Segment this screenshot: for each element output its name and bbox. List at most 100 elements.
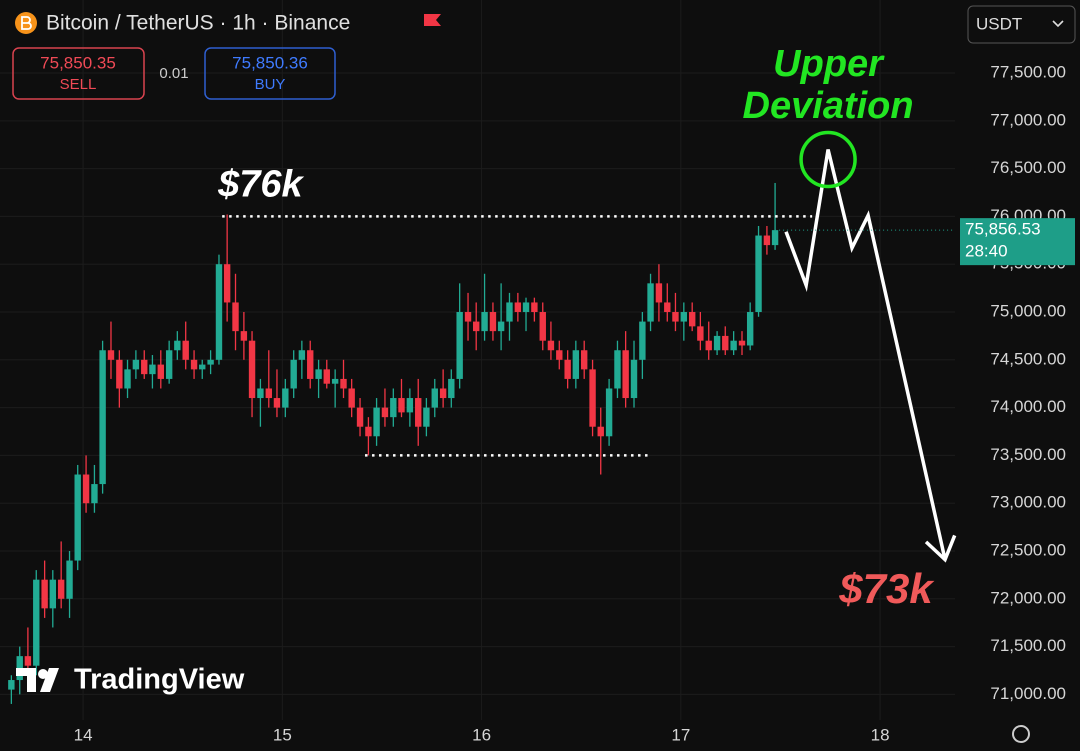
candle-body <box>489 312 497 332</box>
y-tick-label: 77,500.00 <box>990 63 1066 82</box>
candle-body <box>572 350 580 379</box>
candle-body <box>199 364 206 370</box>
x-tick-label: 18 <box>871 725 890 744</box>
candle-body <box>630 359 638 399</box>
candle-body <box>157 364 164 379</box>
candle-body <box>539 312 546 341</box>
candle-body <box>49 579 57 609</box>
grid <box>0 0 955 720</box>
candle-body <box>116 359 123 389</box>
candle-body <box>66 560 73 599</box>
y-tick-label: 76,500.00 <box>990 158 1066 177</box>
candle-body <box>481 312 488 332</box>
candle-body <box>232 302 239 332</box>
candle-body <box>473 321 480 332</box>
candle-body <box>771 230 779 246</box>
candle-body <box>456 312 463 379</box>
candle-body <box>124 369 131 389</box>
logo-text: TradingView <box>74 664 245 696</box>
candle-body <box>74 474 81 561</box>
candle-body <box>506 302 513 322</box>
candle-body <box>664 302 671 313</box>
candle-body <box>423 407 430 427</box>
arrow-head <box>924 534 957 563</box>
candle-body <box>406 398 414 413</box>
sell-label: SELL <box>60 76 97 93</box>
candle-body <box>730 340 737 351</box>
candle-body <box>282 388 289 408</box>
y-tick-label: 74,500.00 <box>990 349 1066 368</box>
candle-body <box>365 426 372 437</box>
candle-body <box>99 350 106 485</box>
candle-body <box>223 264 231 303</box>
currency: USDT <box>976 14 1022 33</box>
candle-body <box>381 407 389 418</box>
last-price-tag <box>960 218 1075 266</box>
candle-body <box>331 378 339 384</box>
y-tick-label: 71,500.00 <box>990 636 1066 655</box>
candle-body <box>57 579 65 599</box>
x-tick-label: 16 <box>472 725 491 744</box>
candle-body <box>82 474 90 504</box>
annotation: $73k <box>838 565 935 612</box>
y-tick-label: 75,000.00 <box>990 301 1066 320</box>
candle-body <box>655 283 663 303</box>
candle-body <box>315 369 322 379</box>
candle-body <box>497 321 505 332</box>
candle-body <box>257 388 264 399</box>
logo-dot <box>38 669 48 679</box>
candle-body <box>705 340 712 351</box>
y-tick-label: 72,000.00 <box>990 588 1066 607</box>
buy-label: BUY <box>255 76 286 93</box>
candle-body <box>91 484 98 504</box>
deviation-circle <box>799 130 857 189</box>
candle-body <box>605 388 613 437</box>
buy-button[interactable] <box>204 47 336 100</box>
candle-body <box>307 350 314 379</box>
currency-select[interactable] <box>967 5 1076 44</box>
candle-body <box>589 369 596 427</box>
candle-body <box>647 283 654 322</box>
y-tick-label: 77,000.00 <box>990 110 1066 129</box>
annotation: Deviation <box>743 85 914 127</box>
candle-body <box>8 680 15 690</box>
candle-body <box>149 364 156 375</box>
candle-body <box>439 388 447 399</box>
candle-body <box>182 340 189 360</box>
annotation: Upper <box>773 43 885 85</box>
sell-button[interactable] <box>12 47 145 100</box>
settings-icon[interactable] <box>1012 725 1030 743</box>
candle-body <box>348 388 355 408</box>
candle-body <box>672 312 679 322</box>
candle-body <box>273 398 281 408</box>
x-tick-label: 17 <box>671 725 690 744</box>
countdown: 28:40 <box>965 242 1008 261</box>
candle-body <box>298 350 306 360</box>
logo-icon <box>16 668 59 692</box>
candle-body <box>207 359 214 365</box>
candle-body <box>713 335 721 351</box>
candle-body <box>522 302 530 313</box>
candle-body <box>240 331 248 341</box>
y-tick-label: 72,500.00 <box>990 540 1066 559</box>
symbol: Bitcoin / TetherUS · 1h · Binance <box>46 12 350 35</box>
candle-body <box>597 426 604 437</box>
candle-body <box>107 350 115 360</box>
candle-body <box>464 312 472 322</box>
candle-body <box>132 359 140 370</box>
candle-body <box>24 656 32 666</box>
y-tick-label: 73,000.00 <box>990 493 1066 512</box>
candle-body <box>323 369 330 384</box>
candle-body <box>514 302 522 313</box>
candle-body <box>564 359 571 379</box>
quantity: 0.01 <box>159 65 188 82</box>
candle-body <box>390 398 397 418</box>
candle-body <box>41 579 48 609</box>
flag-icon[interactable] <box>424 14 441 26</box>
y-tick-label: 74,000.00 <box>990 397 1066 416</box>
candle-body <box>680 312 688 322</box>
candle-body <box>215 264 223 360</box>
candle-body <box>415 398 422 427</box>
